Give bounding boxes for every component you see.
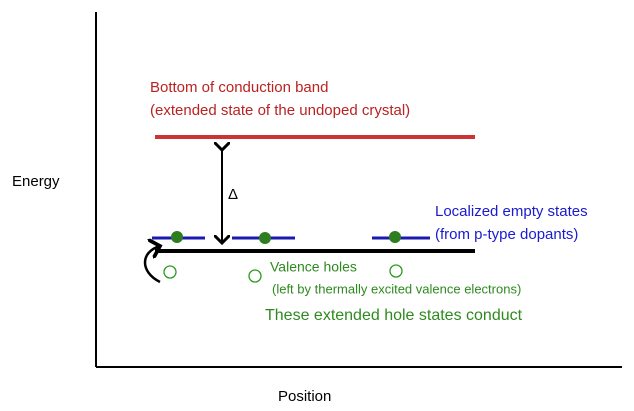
conduction-label: Bottom of conduction band (150, 79, 328, 96)
dopant-label: Localized empty states (435, 203, 588, 220)
gap-label: Δ (228, 186, 238, 203)
y-axis-label: Energy (12, 173, 60, 190)
holes-label: Valence holes (270, 259, 357, 275)
dopant-label: (from p-type dopants) (435, 226, 578, 243)
x-axis-label: Position (278, 388, 331, 405)
bound-electrons (171, 231, 401, 244)
conduction-label: (extended state of the undoped crystal) (150, 102, 410, 119)
holes-label: (left by thermally excited valence elect… (272, 281, 521, 296)
conduct-label: These extended hole states conduct (265, 307, 523, 324)
excitation-arrow (143, 246, 160, 284)
holes (163, 264, 403, 283)
